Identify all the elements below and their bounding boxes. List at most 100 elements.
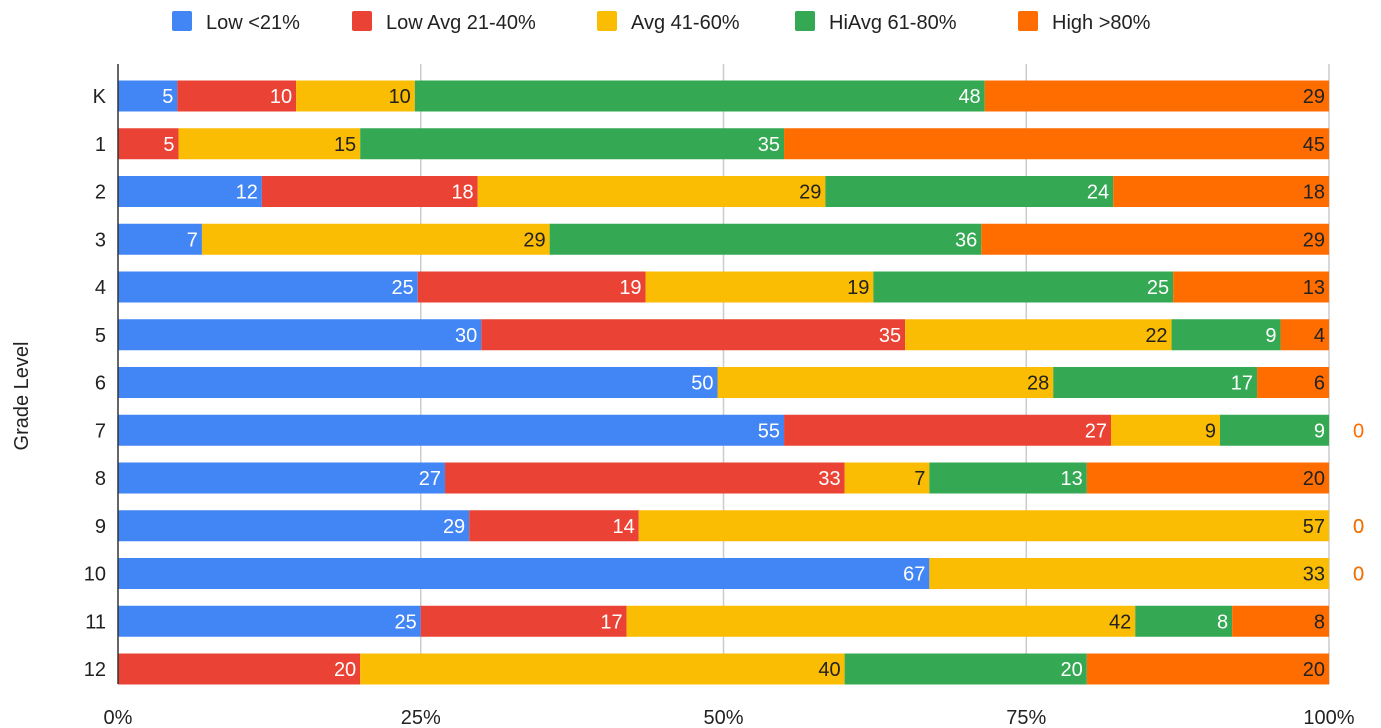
data-label: 30	[455, 325, 477, 347]
category-label: 9	[95, 516, 106, 538]
data-label: 17	[600, 611, 622, 633]
bar-segment	[1257, 367, 1329, 398]
bar-segment	[929, 462, 1087, 494]
data-label: 50	[691, 373, 713, 395]
legend-swatch	[352, 11, 372, 31]
data-label: 6	[1314, 373, 1325, 395]
y-axis-title: Grade Level	[11, 342, 33, 451]
bar-segment	[825, 176, 1114, 207]
legend-swatch	[597, 11, 617, 31]
bars: 5101048290515354512182924187029362925191…	[118, 80, 1364, 685]
bar-segment	[118, 128, 179, 160]
data-label: 29	[799, 182, 821, 204]
bar-segment	[261, 176, 478, 207]
bar-segment	[296, 80, 415, 112]
legend-swatch	[172, 11, 192, 31]
bar-segment	[784, 414, 1112, 446]
category-label: 5	[95, 325, 106, 347]
category-label: 3	[95, 229, 106, 251]
bar-segment	[118, 605, 421, 637]
data-label: 4	[1314, 325, 1325, 347]
bar-segment	[1053, 367, 1258, 398]
data-label: 33	[818, 468, 840, 490]
bar-segment	[481, 319, 906, 351]
bar-segment	[118, 223, 202, 255]
legend-label: Avg 41-60%	[631, 12, 740, 34]
data-label: 28	[1027, 373, 1049, 395]
data-label: 45	[1303, 134, 1325, 156]
data-label: 0	[1353, 516, 1364, 538]
bar-segment	[417, 271, 646, 303]
data-label: 29	[1303, 229, 1325, 251]
legend-label: High >80%	[1052, 12, 1151, 34]
bar-segment	[118, 319, 482, 351]
data-label: 20	[334, 659, 356, 681]
bar-segment	[118, 414, 785, 446]
category-label: 7	[95, 420, 106, 442]
data-label: 18	[1303, 182, 1325, 204]
category-label: 6	[95, 373, 106, 395]
bar-segment	[118, 80, 178, 112]
data-label: 48	[958, 86, 980, 108]
bar-segment	[1086, 653, 1329, 685]
bar-segment	[118, 558, 930, 589]
category-label: 10	[84, 564, 106, 586]
data-label: 17	[1231, 373, 1253, 395]
bar-segment	[784, 128, 1329, 160]
data-label: 29	[523, 229, 545, 251]
bar-segment	[1232, 605, 1329, 637]
x-axis-ticks: 0% 25% 50% 75% 100%	[104, 707, 1355, 728]
category-label: 11	[85, 611, 106, 633]
data-label: 0	[1353, 516, 1364, 538]
legend-label: HiAvg 61-80%	[829, 12, 957, 34]
category-label: 4	[95, 277, 106, 299]
bar-segment	[549, 223, 982, 255]
data-label: 12	[236, 182, 258, 204]
bar-segment	[638, 510, 1329, 542]
bar-segment	[118, 510, 470, 542]
bar-segment	[1173, 271, 1329, 303]
data-label: 25	[395, 611, 417, 633]
x-tick-label: 0%	[104, 707, 133, 728]
data-label: 9	[1265, 325, 1276, 347]
data-label: 5	[163, 134, 174, 156]
bar-segment	[360, 653, 845, 685]
data-label: 7	[914, 468, 925, 490]
x-tick-label: 25%	[401, 707, 441, 728]
bar-segment	[118, 653, 361, 685]
bar-segment	[118, 176, 262, 207]
legend-label: Low Avg 21-40%	[386, 12, 536, 34]
data-label: 20	[1303, 659, 1325, 681]
data-label: 10	[270, 86, 292, 108]
bar-segment	[717, 367, 1054, 398]
bar-segment	[414, 80, 985, 112]
category-label: 1	[95, 134, 106, 156]
data-label: 22	[1145, 325, 1167, 347]
data-label: 10	[389, 86, 411, 108]
bar-segment	[1171, 319, 1281, 351]
data-label: 14	[612, 516, 634, 538]
bar-segment	[844, 462, 930, 494]
data-label: 9	[1205, 420, 1216, 442]
data-label: 24	[1087, 182, 1109, 204]
category-label: K	[93, 86, 107, 108]
data-label: 9	[1314, 420, 1325, 442]
bar-segment	[469, 510, 639, 542]
data-label: 33	[1303, 564, 1325, 586]
data-label: 67	[903, 564, 925, 586]
category-label: 12	[84, 659, 106, 681]
data-label: 15	[334, 134, 356, 156]
data-label: 35	[758, 134, 780, 156]
category-label: 8	[95, 468, 106, 490]
data-label: 57	[1303, 516, 1325, 538]
data-label: 7	[187, 229, 198, 251]
bar-segment	[1113, 176, 1329, 207]
bar-segment	[420, 605, 627, 637]
bar-segment	[626, 605, 1136, 637]
bar-segment	[177, 80, 297, 112]
bar-segment	[118, 462, 445, 494]
data-label: 13	[1061, 468, 1083, 490]
data-label: 8	[1314, 611, 1325, 633]
data-label: 20	[1303, 468, 1325, 490]
